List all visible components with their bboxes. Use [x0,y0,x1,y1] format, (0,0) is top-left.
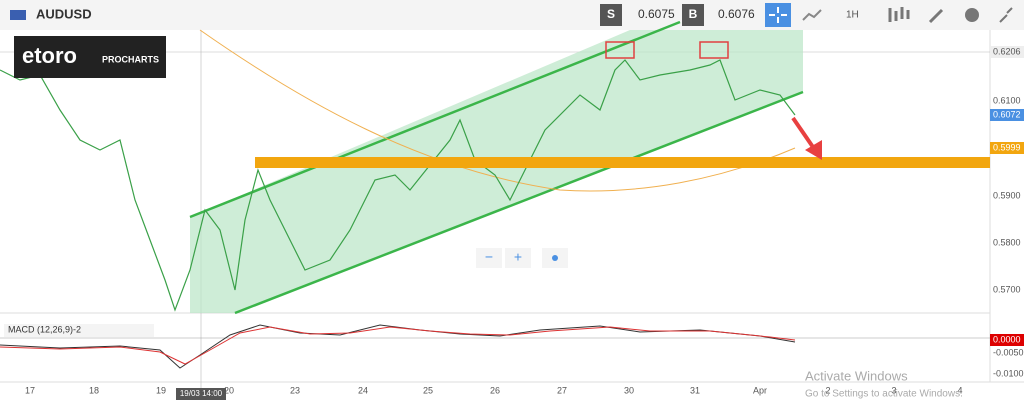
date-tick: 23 [290,385,300,395]
date-tick: 17 [25,385,35,395]
date-tick: 30 [624,385,634,395]
draw-button[interactable] [928,8,944,24]
crosshair-tag [176,388,226,400]
macd-label: MACD (12,26,9)-2 [8,324,81,334]
fullscreen-button[interactable] [999,7,1013,23]
watermark-subtitle: Go to Settings to activate Windows. [805,389,963,400]
channel-lower [234,90,804,315]
settings-button[interactable] [965,8,979,22]
price-tick: 0.5800 [993,237,1021,247]
date-tick: 4 [957,385,962,395]
candles-button[interactable] [888,7,910,22]
arrow-head [805,140,822,160]
price-tick: 0.6100 [993,95,1021,105]
share-icon [552,255,558,261]
symbol: AUDUSD [36,6,92,21]
logo-brand: etoro [22,43,77,68]
level-tag [990,142,1024,154]
sell-button[interactable] [600,4,622,26]
date-tick: 31 [690,385,700,395]
logo [14,36,166,78]
flag-icon [10,10,26,20]
moving-average [199,29,796,192]
macd-line [0,324,796,369]
macd-tag [990,334,1024,346]
date-tick: 2 [825,385,830,395]
sell-price: 0.6075 [638,7,675,21]
price-tick: 0.5999 [993,142,1021,152]
crosshair-button[interactable] [765,3,791,27]
top-marker [605,41,635,59]
date-tick: 25 [423,385,433,395]
signal-line [0,326,796,365]
price-highlight [990,46,1024,58]
date-tick: Apr [753,385,767,395]
date-tick: 19 [156,385,166,395]
zoom-out[interactable] [476,248,502,268]
price-tick: 0.5700 [993,284,1021,294]
zoom-out-label: − [485,249,493,265]
macd-tick: -0.0050 [993,347,1024,357]
toolbar [0,0,1024,30]
date-axis: 17 18 19 20 23 24 25 26 27 30 31 Apr 2 3… [25,385,963,395]
date-tick: 26 [490,385,500,395]
channel-fill [190,30,803,313]
channel-upper [189,20,681,219]
price-line [0,59,796,312]
date-tick: 20 [224,385,234,395]
arrow-shaft [791,116,817,152]
sell-label: S [607,7,615,21]
price-tick: 0.5900 [993,190,1021,200]
price-tick: 0.6206 [993,46,1021,56]
timeframe[interactable]: 1H [846,10,859,21]
date-tick: 27 [557,385,567,395]
date-tick: 3 [891,385,896,395]
buy-button[interactable] [682,4,704,26]
macd-tick: 0.0000 [993,334,1021,344]
date-tick: 24 [358,385,368,395]
crosshair-icon [769,7,787,23]
watermark-title: Activate Windows [805,368,908,383]
top-marker [699,41,729,59]
support-line [255,157,990,168]
macd-tick: -0.0100 [993,368,1024,378]
buy-price: 0.6076 [718,7,755,21]
zoom-in-label: + [514,249,522,265]
buy-label: B [689,7,698,21]
current-price-tag [990,109,1024,121]
macd-header [4,324,154,337]
crosshair-label: 19/03 14:00 [180,389,223,398]
zoom-in[interactable] [505,248,531,268]
price-tick: 0.6072 [993,109,1021,119]
chart-type-button[interactable] [802,9,822,21]
logo-product: PROCHARTS [102,54,159,64]
date-tick: 18 [89,385,99,395]
